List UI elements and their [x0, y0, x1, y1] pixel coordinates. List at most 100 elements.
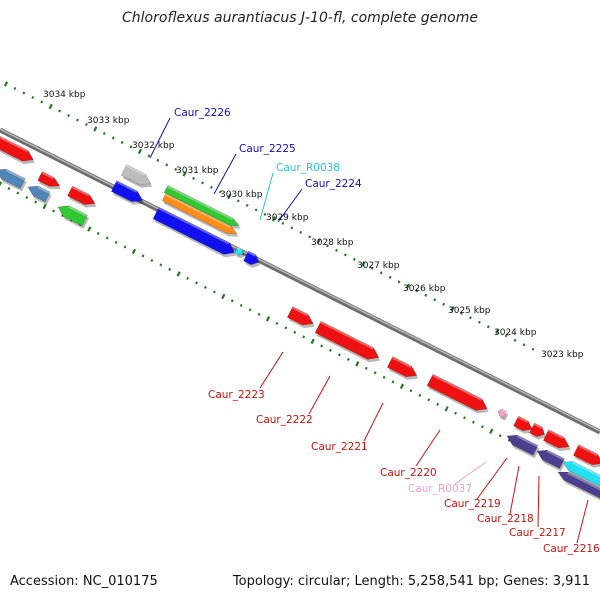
scale-labels: 3034 kbp 3033 kbp 3032 kbp 3031 kbp 3030… — [43, 90, 584, 360]
scale-tick-minor — [463, 416, 466, 420]
scale-tick-minor — [469, 316, 472, 320]
scale-tick-minor — [418, 393, 422, 397]
gene-highlight — [37, 186, 51, 194]
scale-tick-minor — [147, 154, 151, 158]
scale-tick-minor — [370, 266, 374, 270]
scale-tick-minor — [299, 230, 303, 234]
leader-line — [277, 188, 303, 223]
scale-tick-major — [450, 306, 455, 312]
scale-tick-minor — [13, 86, 17, 91]
scale-tick-major — [176, 271, 181, 277]
scale-tick-minor — [239, 303, 243, 307]
scale-tick-major — [361, 261, 366, 267]
scale-tick-major — [3, 81, 9, 87]
gene-arrow — [506, 434, 539, 456]
gene-highlight — [158, 207, 230, 245]
leader-line — [537, 475, 540, 528]
scale-label: 3026 kbp — [403, 284, 446, 294]
scale-tick-minor — [31, 95, 35, 100]
scale-tick-minor — [201, 181, 204, 185]
gene-highlight — [166, 185, 234, 221]
leader-line — [363, 402, 384, 442]
gene-arrow — [243, 250, 259, 266]
scale-tick-minor — [105, 236, 109, 240]
gene-highlight — [236, 246, 242, 251]
gene-highlight — [533, 423, 542, 429]
gene-label: Caur_2217 — [509, 527, 566, 539]
gene-label: Caur_2219 — [444, 498, 501, 510]
gene-arrow — [27, 185, 51, 203]
backbone-line — [0, 127, 600, 435]
gene-feature — [120, 164, 153, 188]
scale-tick-major — [93, 126, 98, 132]
gene-highlight — [391, 356, 412, 368]
scale-tick-minor — [424, 293, 428, 297]
accession-text: Accession: NC_010175 — [10, 574, 158, 589]
scale-tick-minor — [129, 145, 133, 149]
gene-feature — [513, 415, 534, 434]
scale-tick-minor — [442, 302, 446, 306]
gene-arrow — [161, 193, 238, 235]
scale-tick-minor — [141, 254, 145, 258]
gene-arrow — [314, 320, 380, 360]
leader-line — [415, 429, 441, 467]
scale-tick-minor — [427, 398, 431, 402]
scale-tick-minor — [391, 380, 395, 384]
gene-feature — [0, 168, 27, 192]
scale-tick-minor — [343, 253, 347, 257]
scale-tick-minor — [96, 231, 100, 235]
scale-tick-minor — [477, 320, 481, 324]
scale-tick-major — [316, 238, 321, 245]
gene-arrow — [497, 408, 508, 419]
gene-highlight — [501, 409, 507, 414]
scale-tick-minor — [84, 122, 88, 126]
scale-tick-minor — [433, 298, 437, 302]
gene-feature — [572, 444, 600, 468]
scale-tick-minor — [302, 335, 306, 339]
gene-arrow — [152, 206, 236, 255]
gene-label: Caur_2216 — [543, 543, 600, 555]
leader-line — [149, 117, 171, 159]
gene-feature — [497, 408, 509, 421]
gene-arrow — [110, 180, 144, 203]
leader-line — [259, 351, 284, 389]
gene-feature — [163, 185, 241, 229]
gene-label: Caur_2223 — [208, 389, 265, 401]
gene-feature — [506, 434, 540, 459]
scale-label: 3027 kbp — [357, 261, 400, 271]
scale-tick-minor — [409, 389, 413, 393]
gene-feature — [529, 422, 547, 440]
gene-label: Caur_2222 — [256, 414, 313, 426]
label-leader-lines — [149, 117, 589, 544]
scale-tick-major — [265, 316, 271, 322]
gene-arrow — [386, 356, 418, 378]
gene-highlight — [71, 186, 90, 197]
scale-tick-minor — [498, 434, 502, 438]
leader-line — [476, 457, 508, 500]
gene-feature — [110, 180, 145, 205]
gene-arrow — [542, 429, 570, 449]
scale-label: 3025 kbp — [448, 306, 491, 316]
scale-tick-minor — [373, 371, 377, 375]
gene-highlight — [67, 205, 88, 217]
gene-label: Caur_2218 — [477, 513, 534, 525]
leader-line — [213, 153, 237, 195]
gene-feature — [286, 306, 315, 329]
gene-label: Caur_2224 — [305, 178, 362, 190]
gene-arrow — [286, 306, 314, 326]
scale-tick-minor — [337, 353, 341, 357]
scale-tick-minor — [415, 289, 419, 293]
scale-tick-minor — [230, 299, 234, 303]
gene-highlight — [247, 251, 256, 257]
gene-feature — [557, 471, 600, 501]
scale-tick-minor — [102, 131, 106, 135]
scale-tick-minor — [58, 109, 62, 113]
scale-tick-major — [399, 383, 405, 390]
leader-line — [308, 375, 331, 415]
scale-label: 3023 kbp — [541, 350, 584, 360]
scale-label: 3033 kbp — [87, 116, 130, 126]
backbone-highlight — [0, 128, 600, 432]
scale-tick-minor — [34, 200, 38, 204]
gene-arrow — [37, 171, 61, 187]
scale-tick-minor — [329, 348, 332, 352]
